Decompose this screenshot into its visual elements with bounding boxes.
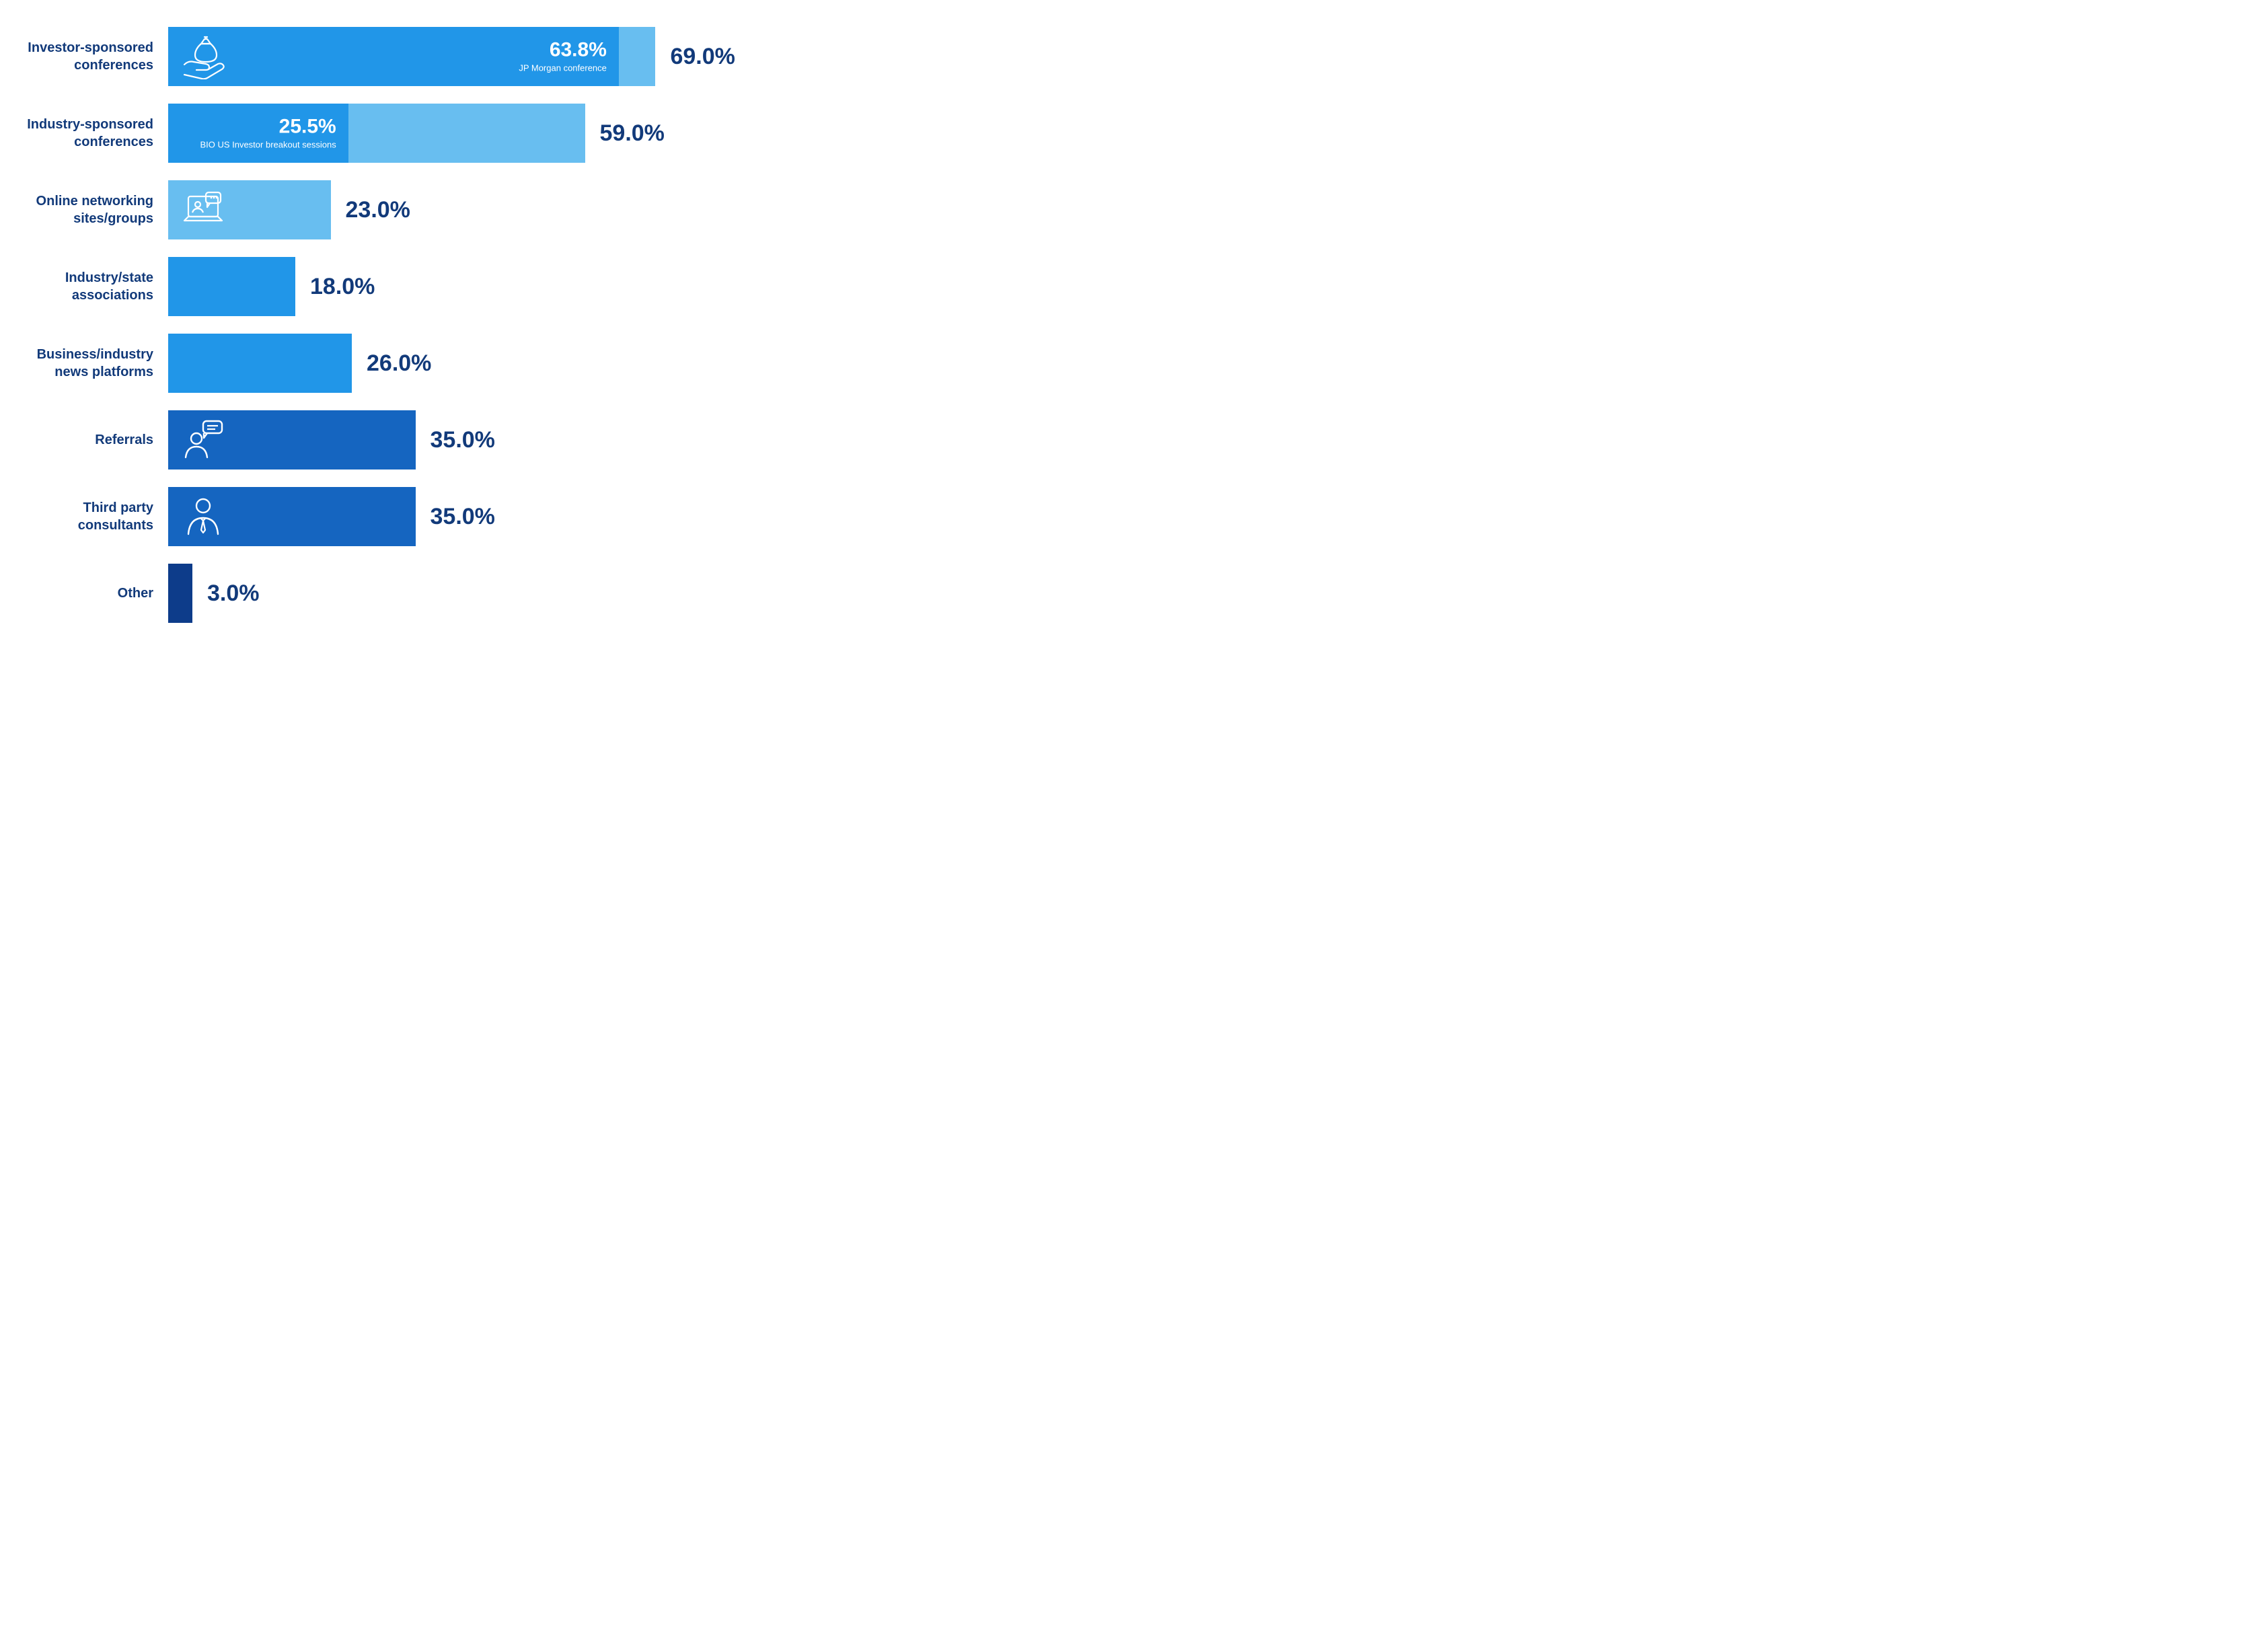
bar-area: 35.0% — [168, 410, 874, 470]
inner-bar-subtext: BIO US Investor breakout sessions — [200, 140, 336, 150]
row-label: Business/industrynews platforms — [13, 346, 168, 381]
row-value: 18.0% — [295, 274, 375, 300]
bar-area: 35.0% — [168, 487, 874, 546]
laptop-chat-icon — [180, 187, 226, 233]
row-label: Industry-sponsoredconferences — [13, 116, 168, 151]
row-label: Referrals — [13, 431, 168, 449]
chart-row-investor-conf: Investor-sponsoredconferences 63.8% JP Mor… — [13, 27, 874, 86]
row-label: Industry/stateassociations — [13, 269, 168, 304]
row-label: Investor-sponsoredconferences — [13, 39, 168, 74]
inner-bar-label: 63.8% JP Morgan conference — [519, 40, 607, 73]
bar-segment — [348, 104, 585, 163]
horizontal-bar-chart: Investor-sponsoredconferences 63.8% JP Mor… — [13, 27, 874, 623]
chart-row-referrals: Referrals 35.0% — [13, 410, 874, 470]
row-value: 35.0% — [416, 427, 495, 453]
bar-area: 23.0% — [168, 180, 874, 239]
row-value: 35.0% — [416, 504, 495, 530]
bar-segment — [168, 487, 416, 546]
inner-bar-label: 25.5% BIO US Investor breakout sessions — [200, 117, 336, 150]
row-value: 23.0% — [331, 197, 410, 223]
row-value: 59.0% — [585, 120, 665, 147]
bar-area: 18.0% — [168, 257, 874, 316]
inner-bar-subtext: JP Morgan conference — [519, 63, 607, 73]
bar-segment: 63.8% JP Morgan conference — [168, 27, 619, 86]
bar-segment: 25.5% BIO US Investor breakout sessions — [168, 104, 348, 163]
chart-row-industry-conf: Industry-sponsoredconferences 25.5% BIO US… — [13, 104, 874, 163]
chart-row-news-platforms: Business/industrynews platforms 26.0% — [13, 334, 874, 393]
chart-row-online-networking: Online networkingsites/groups 23.0% — [13, 180, 874, 239]
row-value: 69.0% — [655, 44, 735, 70]
person-tie-icon — [180, 494, 226, 539]
chart-row-consultants: Third partyconsultants 35.0% — [13, 487, 874, 546]
row-value: 3.0% — [192, 580, 260, 607]
bar-segment — [619, 27, 656, 86]
bar-segment — [168, 564, 192, 623]
bar-area: 63.8% JP Morgan conference 69.0% — [168, 27, 874, 86]
bar-area: 25.5% BIO US Investor breakout sessions 59… — [168, 104, 874, 163]
person-speech-icon — [180, 417, 226, 463]
bar-segment — [168, 410, 416, 470]
inner-bar-value: 63.8% — [519, 40, 607, 61]
chart-row-other: Other 3.0% — [13, 564, 874, 623]
row-label: Other — [13, 585, 168, 602]
row-label: Third partyconsultants — [13, 499, 168, 534]
row-value: 26.0% — [352, 350, 431, 377]
inner-bar-value: 25.5% — [200, 117, 336, 137]
row-label: Online networkingsites/groups — [13, 192, 168, 227]
bar-segment — [168, 334, 352, 393]
bar-area: 26.0% — [168, 334, 874, 393]
money-bag-hand-icon — [180, 34, 226, 79]
bar-area: 3.0% — [168, 564, 874, 623]
bar-segment — [168, 180, 331, 239]
chart-row-industry-state: Industry/stateassociations 18.0% — [13, 257, 874, 316]
bar-segment — [168, 257, 295, 316]
